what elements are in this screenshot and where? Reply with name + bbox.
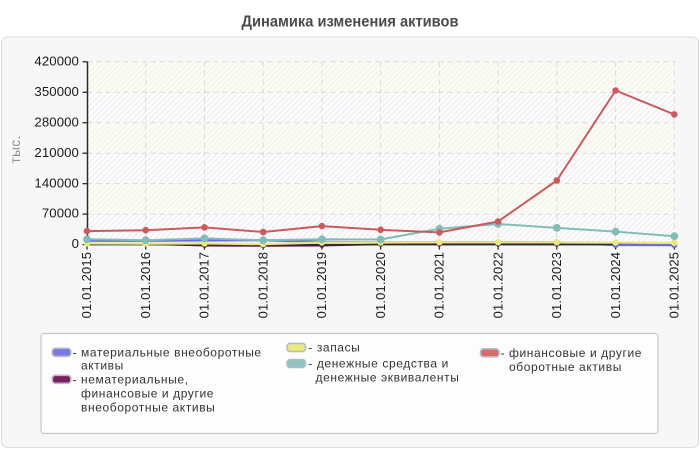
svg-text:280000: 280000 — [34, 114, 79, 129]
svg-text:01.01.2025: 01.01.2025 — [667, 252, 682, 319]
svg-text:финансовые и другие: финансовые и другие — [81, 387, 214, 401]
svg-text:денежные эквиваленты: денежные эквиваленты — [316, 371, 460, 385]
svg-text:тыс.: тыс. — [8, 135, 23, 163]
svg-text:01.01.2017: 01.01.2017 — [197, 252, 212, 319]
svg-text:350000: 350000 — [34, 84, 79, 99]
svg-text:01.01.2024: 01.01.2024 — [608, 252, 623, 319]
svg-text:0: 0 — [72, 236, 79, 251]
svg-text:01.01.2015: 01.01.2015 — [79, 252, 94, 319]
svg-text:01.01.2016: 01.01.2016 — [138, 252, 153, 319]
svg-text:активы: активы — [81, 359, 124, 373]
svg-text:01.01.2021: 01.01.2021 — [432, 252, 447, 319]
svg-text:01.01.2023: 01.01.2023 — [549, 252, 564, 319]
svg-text:01.01.2022: 01.01.2022 — [490, 252, 505, 319]
svg-text:оборотные активы: оборотные активы — [509, 360, 622, 374]
svg-text:- запасы: - запасы — [308, 340, 360, 354]
svg-text:01.01.2020: 01.01.2020 — [373, 252, 388, 319]
svg-text:01.01.2018: 01.01.2018 — [255, 252, 270, 319]
svg-text:70000: 70000 — [42, 206, 79, 221]
svg-text:140000: 140000 — [34, 175, 79, 190]
svg-text:внеоборотные активы: внеоборотные активы — [81, 401, 215, 415]
svg-text:- нематериальные,: - нематериальные, — [73, 373, 189, 387]
svg-text:- финансовые и другие: - финансовые и другие — [501, 346, 643, 360]
svg-text:- материальные внеоборотные: - материальные внеоборотные — [73, 346, 262, 360]
svg-text:420000: 420000 — [34, 53, 79, 68]
svg-text:Динамика изменения активов: Динамика изменения активов — [242, 14, 459, 31]
svg-text:- денежные средства и: - денежные средства и — [308, 357, 449, 371]
svg-text:01.01.2019: 01.01.2019 — [314, 252, 329, 319]
svg-text:210000: 210000 — [34, 145, 79, 160]
